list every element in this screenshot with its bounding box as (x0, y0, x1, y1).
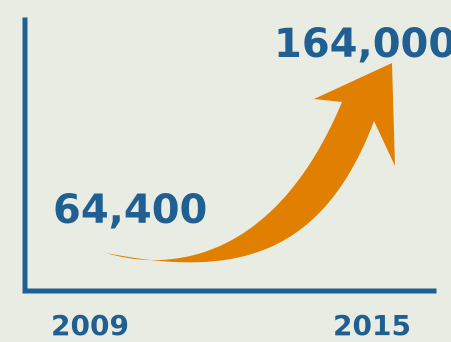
x-tick-2015: 2015 (333, 309, 411, 342)
growth-arrow (106, 63, 395, 263)
data-label-2009: 64,400 (53, 187, 208, 233)
data-label-2015: 164,000 (274, 21, 451, 67)
x-tick-2009: 2009 (51, 309, 129, 342)
